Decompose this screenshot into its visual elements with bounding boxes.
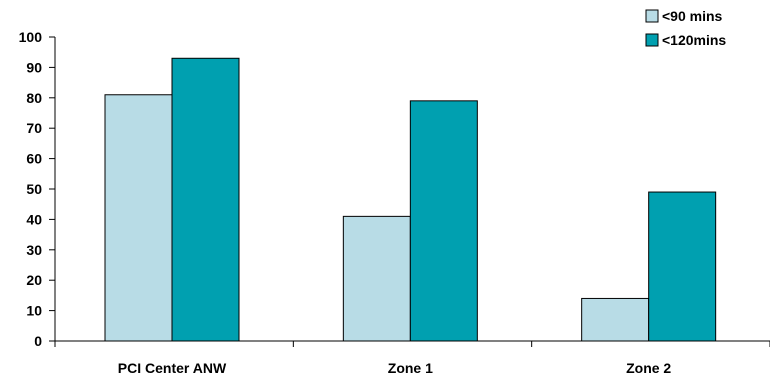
y-tick-label: 50 <box>26 181 42 197</box>
y-tick-label: 80 <box>26 90 42 106</box>
bar-under-120-1 <box>409 100 478 342</box>
y-tick-label: 60 <box>26 151 42 167</box>
bars <box>104 57 717 342</box>
legend: <90 mins <120mins <box>645 8 726 48</box>
y-axis: 0 10 20 30 40 50 60 70 80 90 100 <box>19 29 56 349</box>
y-tick-label: 70 <box>26 120 42 136</box>
legend-label: <90 mins <box>662 8 723 24</box>
y-tick-label: 0 <box>34 333 42 349</box>
y-tick-label: 30 <box>26 242 42 258</box>
bar-under-90-1 <box>342 215 411 342</box>
y-tick-label: 90 <box>26 59 42 75</box>
x-axis: PCI Center ANW Zone 1 Zone 2 <box>54 340 770 376</box>
bar-under-90-0 <box>104 94 173 342</box>
legend-label: <120mins <box>662 32 726 48</box>
legend-swatch <box>645 9 659 23</box>
bar-under-120-0 <box>171 57 240 342</box>
x-category-label: Zone 2 <box>626 360 671 376</box>
x-category-label: Zone 1 <box>388 360 433 376</box>
y-tick-label: 40 <box>26 211 42 227</box>
x-category-label: PCI Center ANW <box>118 360 227 376</box>
y-tick-label: 100 <box>19 29 43 45</box>
bar-under-120-2 <box>648 191 717 342</box>
bar-under-90-2 <box>581 297 650 342</box>
y-tick-label: 10 <box>26 303 42 319</box>
y-tick-label: 20 <box>26 272 42 288</box>
legend-swatch <box>645 33 659 47</box>
